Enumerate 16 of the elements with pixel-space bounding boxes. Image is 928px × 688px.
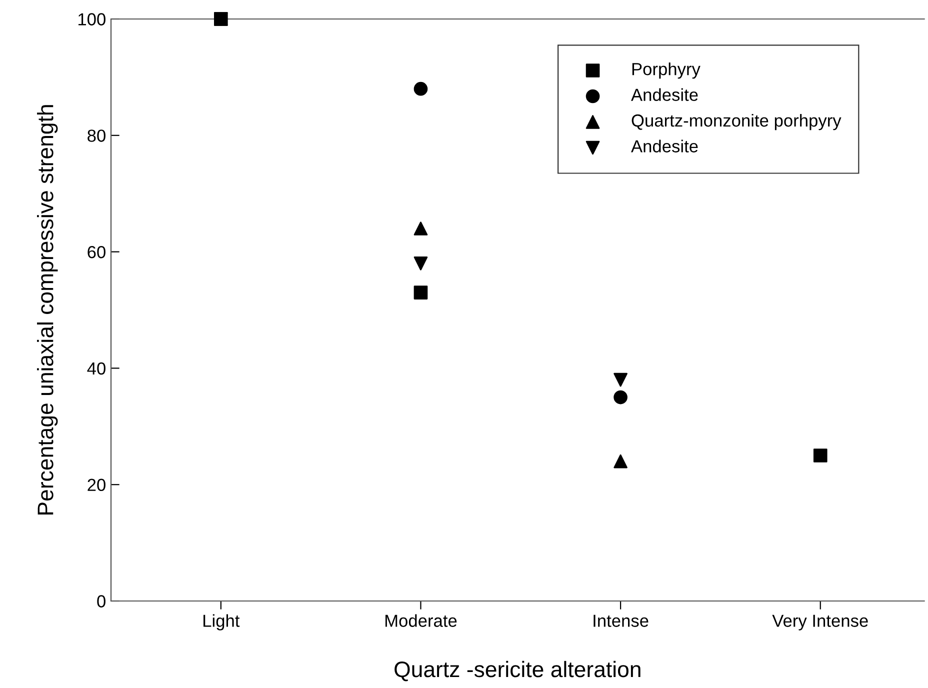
x-tick-label: Very Intense: [772, 614, 868, 630]
x-tick-label: Moderate: [385, 614, 457, 627]
y-tick-label: 0: [97, 595, 106, 608]
y-tick-label: 100: [78, 13, 106, 26]
y-axis-title: Percentage uniaxial compressive strength: [37, 105, 58, 514]
y-tick-label: 60: [88, 246, 106, 258]
x-tick-label: Light: [204, 614, 240, 630]
y-tick-label: 40: [87, 362, 106, 375]
legend-label: Andesite: [631, 140, 698, 152]
y-tick-label: 20: [88, 478, 106, 492]
legend-label: Quartz-monzonite porhpyry: [632, 114, 842, 130]
x-axis-title: Quartz -sericite alteration: [394, 660, 640, 682]
legend-label: Porphyry: [632, 62, 700, 79]
x-tick-label: Intense: [594, 614, 648, 627]
y-tick-label: 80: [88, 130, 106, 142]
legend-label: Andesite: [631, 88, 698, 101]
